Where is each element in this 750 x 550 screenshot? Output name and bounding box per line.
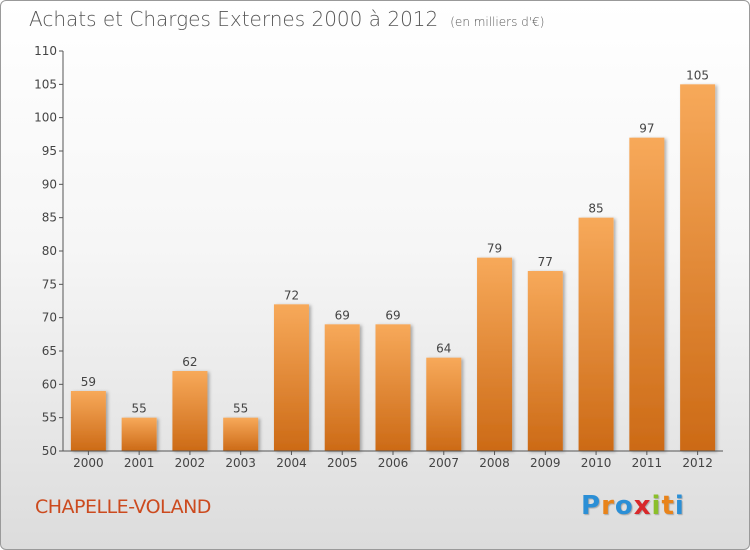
bar-value-label: 55 xyxy=(233,402,248,416)
logo-letter: t xyxy=(661,491,675,521)
x-tick-label: 2003 xyxy=(225,456,256,470)
x-tick-label: 2009 xyxy=(530,456,561,470)
bar xyxy=(578,217,614,451)
bar xyxy=(121,417,157,451)
bar xyxy=(223,417,259,451)
bar xyxy=(375,324,411,451)
bar-value-label: 79 xyxy=(487,242,502,256)
logo-letter: P xyxy=(581,491,602,521)
bar xyxy=(477,257,513,451)
y-tick-label: 55 xyxy=(42,411,57,425)
x-tick-label: 2000 xyxy=(73,456,104,470)
bar xyxy=(426,357,462,451)
bar-value-label: 85 xyxy=(588,202,603,216)
logo-letter: i xyxy=(651,491,662,521)
x-tick-label: 2010 xyxy=(581,456,612,470)
x-tick-label: 2012 xyxy=(682,456,713,470)
bar xyxy=(629,137,665,451)
x-tick-label: 2008 xyxy=(479,456,510,470)
y-tick-label: 100 xyxy=(34,111,57,125)
bar-value-label: 69 xyxy=(385,308,400,322)
bar-value-label: 105 xyxy=(686,68,709,82)
bar xyxy=(172,371,208,451)
bar-value-label: 55 xyxy=(132,402,147,416)
x-axis: 2000 2001 2002 2003 2004 2005 2006 2007 2008 2009… xyxy=(63,450,723,470)
y-tick-label: 60 xyxy=(42,377,57,391)
bar-value-label: 59 xyxy=(81,375,96,389)
x-tick-label: 2006 xyxy=(378,456,409,470)
chart-title-text: Achats et Charges Externes 2000 à 2012 xyxy=(29,7,439,31)
bar-value-label: 69 xyxy=(335,308,350,322)
x-tick-label: 2004 xyxy=(276,456,307,470)
x-tick-label: 2001 xyxy=(124,456,155,470)
x-tick-label: 2007 xyxy=(428,456,459,470)
bar xyxy=(527,271,563,451)
bar-value-label: 97 xyxy=(639,122,654,136)
y-axis: 50 55 60 65 70 75 80 85 90 95 100 105 110 xyxy=(34,44,64,458)
x-tick-label: 2011 xyxy=(632,456,663,470)
y-tick-label: 75 xyxy=(42,277,57,291)
x-tick-label: 2002 xyxy=(175,456,206,470)
y-tick-label: 70 xyxy=(42,311,57,325)
y-tick-label: 110 xyxy=(34,44,57,58)
bar xyxy=(70,391,106,451)
y-tick-label: 50 xyxy=(42,444,57,458)
bar xyxy=(680,84,716,451)
y-tick-label: 85 xyxy=(42,211,57,225)
logo-letter: o xyxy=(614,491,634,521)
logo-letter: x xyxy=(633,491,652,521)
proxiti-logo: Proxiti xyxy=(581,491,685,521)
y-tick-label: 80 xyxy=(42,244,57,258)
bars: 59 55 62 55 72 69 69 64 79 77 85 97 105 xyxy=(70,68,716,451)
y-tick-label: 105 xyxy=(34,77,57,91)
y-tick-label: 90 xyxy=(42,177,57,191)
chart-title: Achats et Charges Externes 2000 à 2012 (e… xyxy=(29,7,544,31)
bar-value-label: 64 xyxy=(436,342,451,356)
bar xyxy=(324,324,360,451)
y-tick-label: 95 xyxy=(42,144,57,158)
bar-value-label: 72 xyxy=(284,288,299,302)
logo-letter: r xyxy=(601,491,615,521)
chart-subtitle: (en milliers d'€) xyxy=(450,15,545,29)
commune-name: CHAPELLE-VOLAND xyxy=(35,496,211,518)
bar-value-label: 62 xyxy=(182,355,197,369)
bar-value-label: 77 xyxy=(538,255,553,269)
x-tick-label: 2005 xyxy=(327,456,358,470)
logo-letter: i xyxy=(674,491,685,521)
bar xyxy=(273,304,309,451)
y-tick-label: 65 xyxy=(42,344,57,358)
